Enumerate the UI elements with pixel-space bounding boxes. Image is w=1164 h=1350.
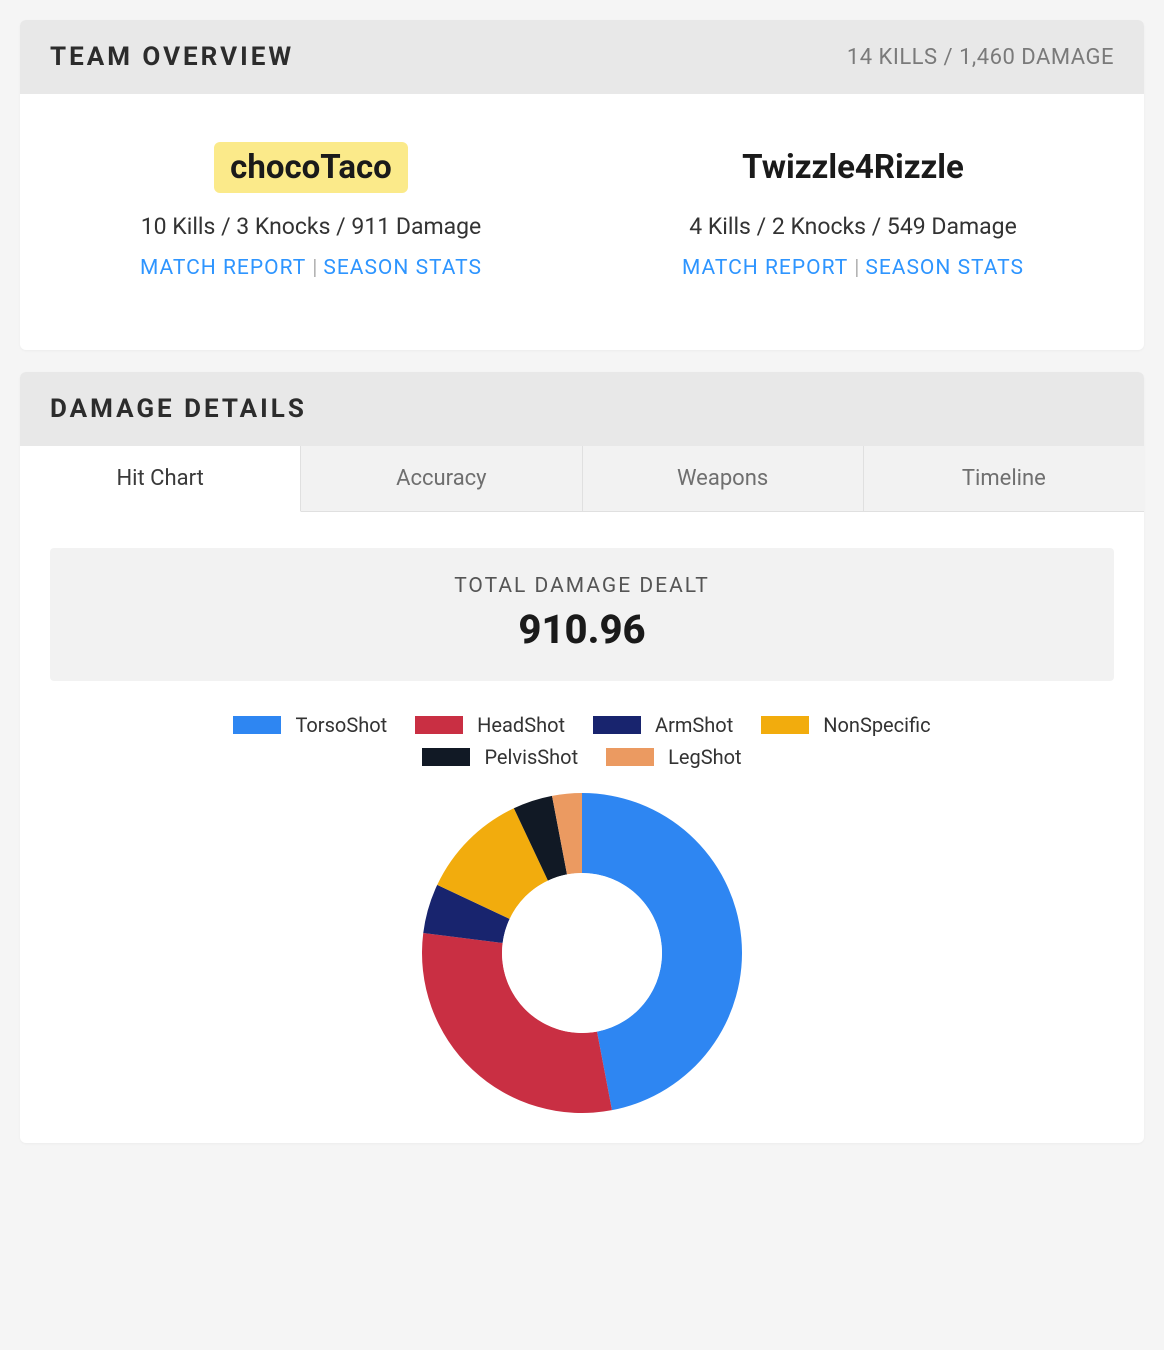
player-name: chocoTaco [214,142,408,193]
hit-chart-wrap [50,793,1114,1113]
total-damage-label: TOTAL DAMAGE DEALT [50,574,1114,598]
link-separator: | [312,256,317,280]
legend-item[interactable]: PelvisShot [422,745,578,769]
link-separator: | [854,256,859,280]
tab-accuracy[interactable]: Accuracy [301,446,582,512]
legend-label: TorsoShot [295,713,387,737]
total-damage-box: TOTAL DAMAGE DEALT 910.96 [50,548,1114,681]
legend-swatch [761,716,809,734]
team-overview-card: TEAM OVERVIEW 14 KILLS / 1,460 DAMAGE ch… [20,20,1144,350]
player-links: MATCH REPORT|SEASON STATS [582,256,1124,280]
legend-label: LegShot [668,745,741,769]
damage-details-header: DAMAGE DETAILS [20,372,1144,446]
donut-hole [502,873,662,1033]
team-overview-summary: 14 KILLS / 1,460 DAMAGE [847,45,1114,70]
damage-details-title: DAMAGE DETAILS [50,394,307,424]
legend-swatch [415,716,463,734]
season-stats-link[interactable]: SEASON STATS [865,256,1024,280]
legend-item[interactable]: ArmShot [593,713,733,737]
tab-timeline[interactable]: Timeline [864,446,1144,512]
legend-item[interactable]: NonSpecific [761,713,930,737]
player-links: MATCH REPORT|SEASON STATS [40,256,582,280]
team-overview-title: TEAM OVERVIEW [50,42,294,72]
legend-swatch [593,716,641,734]
player-stats: 10 Kills / 3 Knocks / 911 Damage [40,213,582,240]
legend-label: PelvisShot [484,745,578,769]
legend-item[interactable]: HeadShot [415,713,565,737]
total-damage-value: 910.96 [50,606,1114,653]
damage-body: TOTAL DAMAGE DEALT 910.96 TorsoShot HeadS… [20,512,1144,1143]
legend-swatch [233,716,281,734]
legend-label: HeadShot [477,713,565,737]
legend-item[interactable]: TorsoShot [233,713,387,737]
player-card: chocoTaco 10 Kills / 3 Knocks / 911 Damag… [40,142,582,280]
legend-item[interactable]: LegShot [606,745,741,769]
legend-label: ArmShot [655,713,733,737]
hit-chart-legend: TorsoShot HeadShot ArmShot NonSpecific Pelvi… [50,709,1114,773]
player-card: Twizzle4Rizzle 4 Kills / 2 Knocks / 549 D… [582,142,1124,280]
damage-tabs: Hit ChartAccuracyWeaponsTimeline [20,446,1144,512]
player-name: Twizzle4Rizzle [726,142,980,193]
legend-swatch [606,748,654,766]
tab-weapons[interactable]: Weapons [583,446,864,512]
match-report-link[interactable]: MATCH REPORT [140,256,306,280]
tab-hit-chart[interactable]: Hit Chart [20,446,301,512]
season-stats-link[interactable]: SEASON STATS [323,256,482,280]
team-overview-header: TEAM OVERVIEW 14 KILLS / 1,460 DAMAGE [20,20,1144,94]
legend-label: NonSpecific [823,713,930,737]
team-overview-body: chocoTaco 10 Kills / 3 Knocks / 911 Damag… [20,94,1144,350]
damage-details-card: DAMAGE DETAILS Hit ChartAccuracyWeaponsT… [20,372,1144,1143]
match-report-link[interactable]: MATCH REPORT [682,256,848,280]
player-stats: 4 Kills / 2 Knocks / 549 Damage [582,213,1124,240]
legend-swatch [422,748,470,766]
hit-chart-donut [422,793,742,1113]
